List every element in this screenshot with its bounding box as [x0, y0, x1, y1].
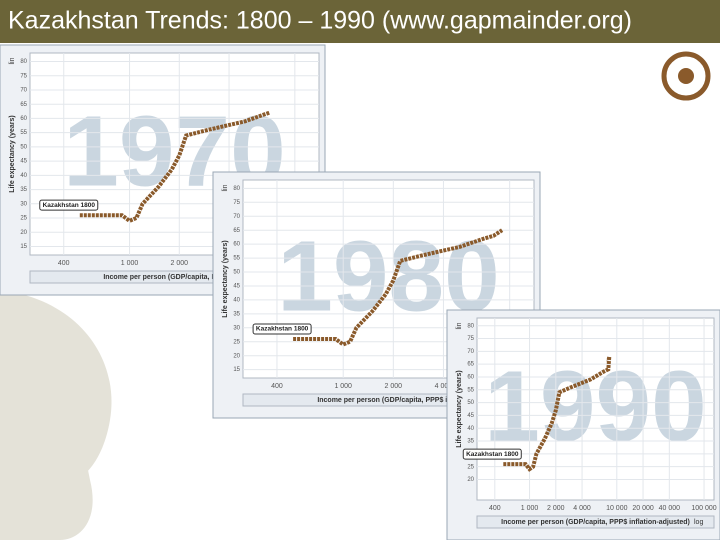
- x-tick-label: 1 000: [334, 383, 352, 390]
- annotation: Kazakhstan 1800: [466, 451, 519, 458]
- y-axis-label: Life expectancy (years): [222, 240, 229, 317]
- logo-core: [678, 68, 694, 84]
- annotation: Kazakhstan 1800: [256, 326, 309, 333]
- y-axis-label: Life expectancy (years): [9, 115, 16, 192]
- x-tick-label: 20 000: [632, 505, 654, 512]
- plot-area: [476, 317, 715, 501]
- trail-line: [79, 110, 270, 224]
- x-axis-label: Income per person (GDP/capita, PPP$ infl…: [317, 397, 459, 404]
- y-tick-label: 75: [233, 200, 240, 206]
- y-tick-label: 45: [233, 284, 240, 290]
- x-tick-label: 400: [489, 505, 501, 512]
- y-tick-label: 60: [20, 116, 27, 122]
- x-axis-label: Income per person (GDP/capita, PPP$ infl…: [103, 274, 245, 281]
- annotation: Kazakhstan 1800: [43, 202, 96, 209]
- y-tick-label: 60: [467, 375, 474, 381]
- y-tick-label: 70: [233, 214, 240, 220]
- y-tick-label: 70: [467, 349, 474, 355]
- y-tick-label: 65: [20, 102, 27, 108]
- y-tick-label: 80: [233, 186, 240, 192]
- y-tick-label: 45: [20, 159, 27, 165]
- y-tick-label: 60: [233, 242, 240, 248]
- x-tick-label: 400: [271, 383, 283, 390]
- x-tick-label: 400: [58, 260, 70, 267]
- y-tick-label: 40: [233, 297, 240, 303]
- y-tick-label: 55: [467, 387, 474, 393]
- y-tick-label: 35: [467, 439, 474, 445]
- y-tick-label: 35: [20, 187, 27, 193]
- y-tick-label: 25: [20, 216, 27, 222]
- y-tick-label: 75: [467, 336, 474, 342]
- annotation-box: [252, 323, 312, 335]
- y-tick-label: 70: [20, 88, 27, 94]
- title-bar: [0, 0, 720, 43]
- y-tick-label: 15: [20, 244, 27, 250]
- y-tick-label: 55: [233, 256, 240, 262]
- y-tick-label: 25: [233, 339, 240, 345]
- y-tick-label: 80: [20, 59, 27, 65]
- x-tick-label: 2 000: [171, 260, 189, 267]
- x-tick-label: 40 000: [659, 505, 681, 512]
- decor-swirl: [0, 290, 112, 540]
- y-scale-label: lin: [222, 184, 229, 191]
- x-scale-label: log: [694, 519, 703, 526]
- y-tick-label: 20: [20, 230, 27, 236]
- y-axis-label: Life expectancy (years): [456, 370, 463, 447]
- x-tick-label: 4 000: [435, 383, 453, 390]
- y-tick-label: 20: [467, 477, 474, 483]
- x-tick-label: 1 000: [521, 505, 539, 512]
- x-axis-label: Income per person (GDP/capita, PPP$ infl…: [501, 519, 690, 526]
- y-tick-label: 65: [467, 362, 474, 368]
- y-tick-label: 30: [233, 325, 240, 331]
- y-tick-label: 45: [467, 413, 474, 419]
- year-watermark: 1990: [484, 350, 706, 462]
- chart-panel: 1990202530354045505560657075804001 0002 …: [446, 309, 720, 540]
- y-tick-label: 40: [20, 173, 27, 179]
- y-tick-label: 40: [467, 426, 474, 432]
- annotation-box: [39, 199, 99, 211]
- x-tick-label: 10 000: [606, 505, 628, 512]
- y-tick-label: 15: [233, 367, 240, 373]
- x-label-box: [476, 515, 715, 529]
- x-tick-label: 1 000: [121, 260, 139, 267]
- y-tick-label: 50: [233, 270, 240, 276]
- y-scale-label: lin: [456, 322, 463, 329]
- annotation-box: [462, 448, 522, 460]
- y-tick-label: 30: [20, 201, 27, 207]
- trail-line: [503, 356, 612, 472]
- y-tick-label: 50: [20, 144, 27, 150]
- y-tick-label: 50: [467, 400, 474, 406]
- y-tick-label: 65: [233, 228, 240, 234]
- y-tick-label: 55: [20, 130, 27, 136]
- logo: [661, 51, 711, 101]
- x-tick-label: 4 000: [573, 505, 591, 512]
- slide-title: Kazakhstan Trends: 1800 – 1990 (www.gapm…: [8, 7, 632, 35]
- logo-ring: [661, 51, 711, 101]
- x-tick-label: 2 000: [385, 383, 403, 390]
- y-tick-label: 35: [233, 311, 240, 317]
- x-tick-label: 100 000: [691, 505, 716, 512]
- y-tick-label: 75: [20, 73, 27, 79]
- trail-line: [293, 228, 504, 347]
- y-tick-label: 80: [467, 323, 474, 329]
- y-tick-label: 25: [467, 464, 474, 470]
- y-tick-label: 20: [233, 353, 240, 359]
- y-scale-label: lin: [9, 57, 16, 64]
- x-tick-label: 2 000: [547, 505, 565, 512]
